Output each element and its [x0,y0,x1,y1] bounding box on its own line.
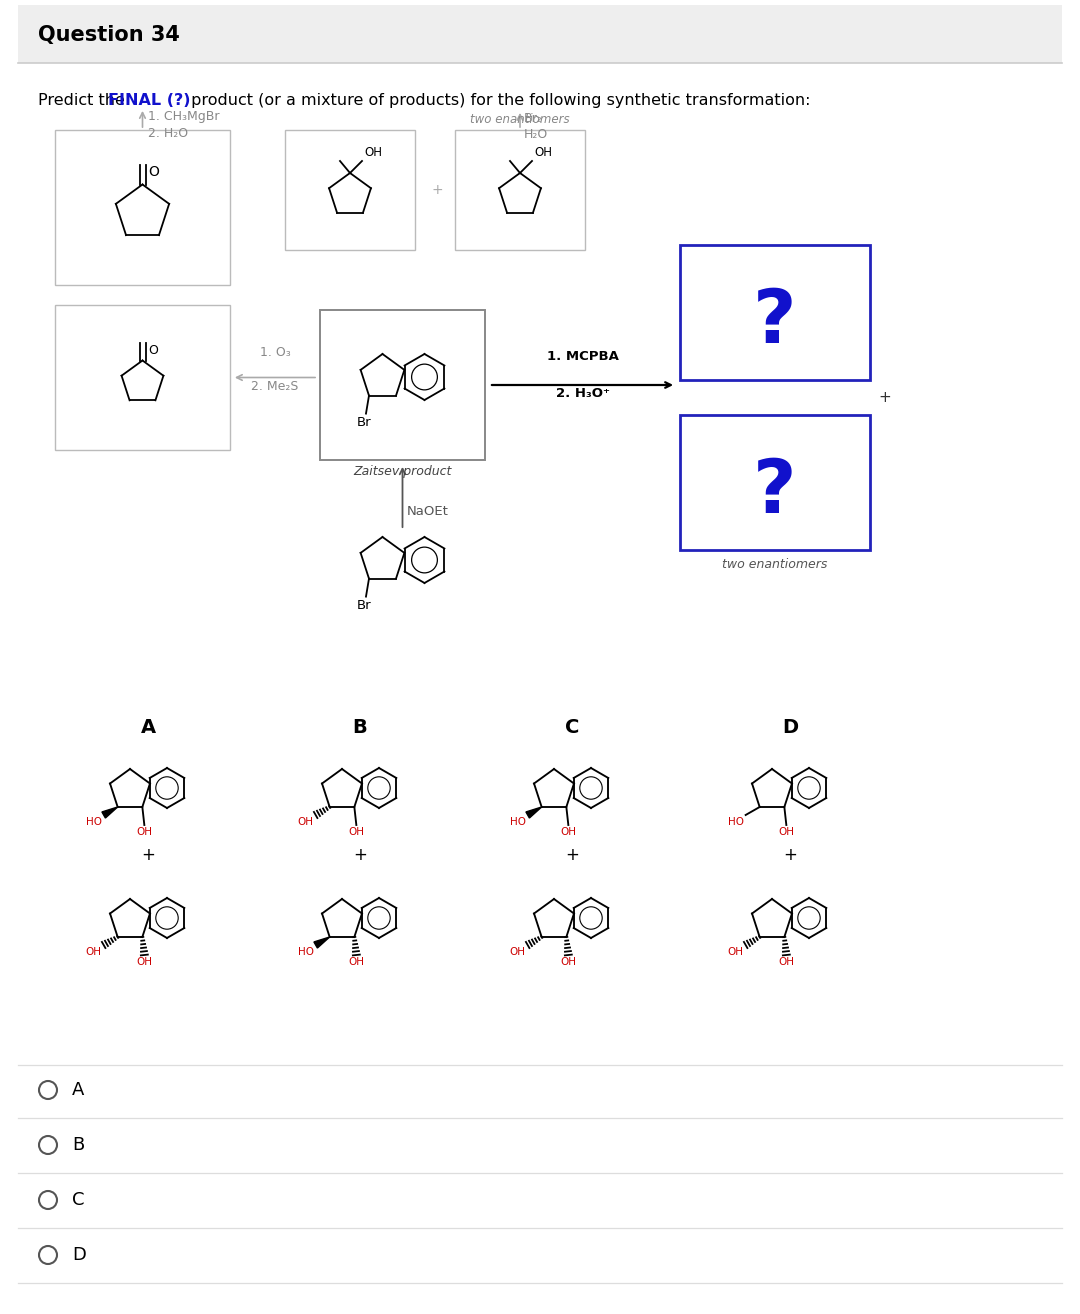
Text: OH: OH [561,957,577,967]
Text: H₂O: H₂O [524,127,549,141]
Text: HO: HO [298,947,313,957]
Text: OH: OH [349,827,364,837]
Text: Predict the: Predict the [38,93,130,108]
Text: 2. H₂O: 2. H₂O [149,127,189,141]
Text: FINAL (?): FINAL (?) [108,93,190,108]
Text: OH: OH [85,947,102,957]
Bar [320,310,485,460]
Text: OH: OH [136,957,152,967]
Text: 1. CH₃MgBr: 1. CH₃MgBr [149,110,220,124]
Polygon shape [102,807,118,819]
Text: C: C [72,1190,84,1209]
Polygon shape [526,807,542,819]
Text: 1. MCPBA: 1. MCPBA [546,350,619,363]
Text: 2. Me₂S: 2. Me₂S [252,380,299,393]
Text: Zaitsev product: Zaitsev product [353,465,451,478]
Text: +: + [353,846,367,865]
Text: HO: HO [510,817,526,827]
Text: two enantiomers: two enantiomers [470,113,570,126]
Text: Br₂: Br₂ [524,112,543,125]
Text: D: D [782,717,798,737]
Text: 1. O₃: 1. O₃ [259,347,291,360]
Text: NaOEt: NaOEt [406,505,448,518]
Bar [680,244,870,380]
Text: C: C [565,717,579,737]
Text: OH: OH [779,957,795,967]
Text: product (or a mixture of products) for the following synthetic transformation:: product (or a mixture of products) for t… [186,93,810,108]
Polygon shape [314,937,329,947]
Text: OH: OH [510,947,526,957]
Text: +: + [141,846,154,865]
Text: A: A [140,717,156,737]
Text: OH: OH [364,146,382,159]
Text: two enantiomers: two enantiomers [723,558,827,572]
Text: +: + [431,183,443,197]
Text: ?: ? [753,286,797,359]
Bar [55,305,230,449]
Text: OH: OH [298,817,313,827]
Text: OH: OH [728,947,744,957]
Bar [55,130,230,285]
Text: ?: ? [753,456,797,530]
Text: OH: OH [136,827,152,837]
Text: +: + [783,846,797,865]
Text: OH: OH [349,957,364,967]
Bar [18,5,1062,63]
Text: HO: HO [85,817,102,827]
Bar [455,130,585,250]
Text: B: B [353,717,367,737]
Text: O: O [149,344,159,357]
Text: OH: OH [561,827,577,837]
Text: HO: HO [728,817,744,827]
Text: +: + [879,390,891,405]
Bar [680,415,870,551]
Text: A: A [72,1081,84,1099]
Text: OH: OH [779,827,795,837]
Text: Question 34: Question 34 [38,25,180,45]
Text: Br: Br [356,599,372,611]
Text: D: D [72,1246,86,1264]
Text: 2. H₃O⁺: 2. H₃O⁺ [555,388,609,399]
Text: Br: Br [356,415,372,428]
Text: +: + [565,846,579,865]
Text: O: O [149,164,160,179]
Bar [285,130,415,250]
Text: OH: OH [534,146,552,159]
Text: B: B [72,1137,84,1154]
